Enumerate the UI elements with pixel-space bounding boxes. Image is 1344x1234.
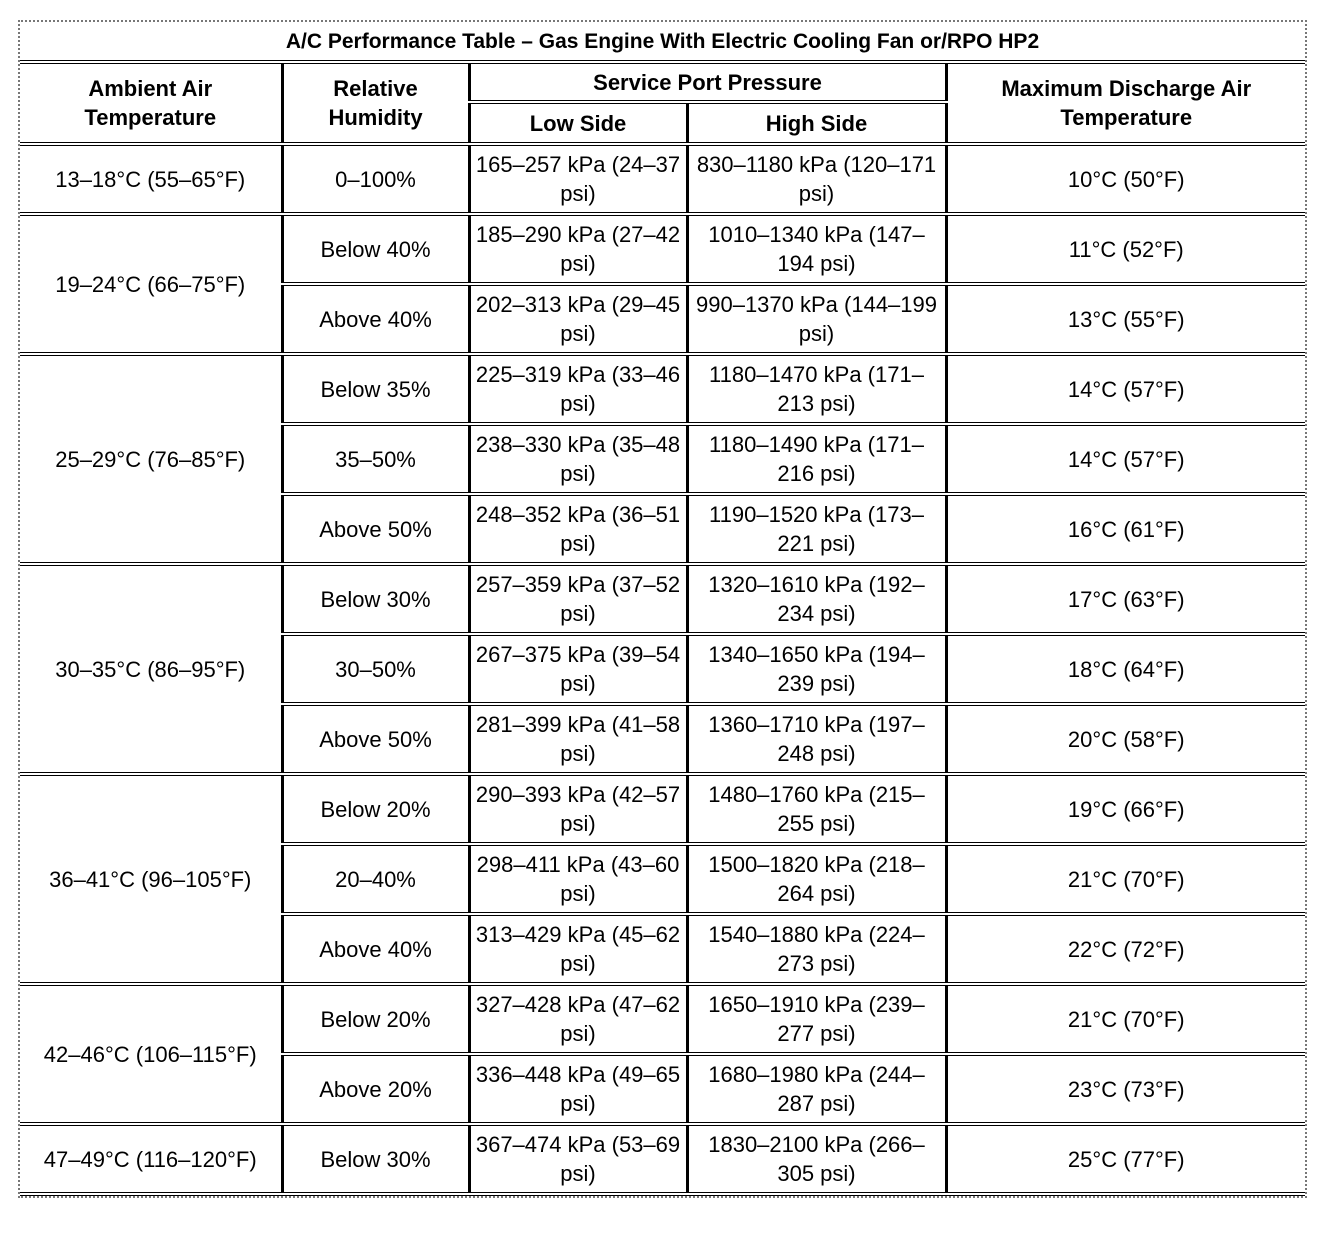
humidity-cell: Below 30% — [280, 1122, 471, 1196]
max-discharge-cell: 18°C (64°F) — [944, 632, 1305, 706]
low-side-cell: 327–428 kPa (47–62 psi) — [467, 982, 689, 1056]
low-side-cell: 336–448 kPa (49–65 psi) — [467, 1052, 689, 1126]
header-max-discharge: Maximum Discharge Air Temperature — [944, 60, 1305, 146]
max-discharge-cell: 11°C (52°F) — [944, 212, 1305, 286]
low-side-cell: 225–319 kPa (33–46 psi) — [467, 352, 689, 426]
high-side-cell: 1500–1820 kPa (218–264 psi) — [685, 842, 948, 916]
low-side-cell: 281–399 kPa (41–58 psi) — [467, 702, 689, 776]
max-discharge-cell: 10°C (50°F) — [944, 142, 1305, 216]
table-row: 19–24°C (66–75°F) Below 40% 185–290 kPa (2… — [20, 212, 1305, 356]
low-side-cell: 298–411 kPa (43–60 psi) — [467, 842, 689, 916]
max-discharge-cell: 14°C (57°F) — [944, 352, 1305, 426]
high-side-cell: 990–1370 kPa (144–199 psi) — [685, 282, 948, 356]
max-discharge-cell: 16°C (61°F) — [944, 492, 1305, 566]
humidity-cell: Above 50% — [282, 492, 471, 566]
humidity-cell: 30–50% — [282, 632, 471, 706]
high-side-cell: 1650–1910 kPa (239–277 psi) — [685, 982, 948, 1056]
header-service-port: Service Port Pressure — [467, 60, 948, 104]
table-row: Above 40% 202–313 kPa (29–45 psi) 990–1370… — [20, 282, 1305, 356]
header-humidity: Relative Humidity — [280, 60, 471, 146]
table-row: 30–50% 267–375 kPa (39–54 psi) 1340–1650 k… — [20, 632, 1305, 706]
low-side-cell: 185–290 kPa (27–42 psi) — [467, 212, 689, 286]
table-row: Above 20% 336–448 kPa (49–65 psi) 1680–198… — [20, 1052, 1305, 1126]
high-side-cell: 1480–1760 kPa (215–255 psi) — [685, 772, 948, 846]
table-title: A/C Performance Table – Gas Engine With … — [20, 22, 1305, 64]
ambient-temp-cell: 36–41°C (96–105°F) — [20, 772, 284, 986]
high-side-cell: 1360–1710 kPa (197–248 psi) — [685, 702, 948, 776]
ambient-temp-cell: 42–46°C (106–115°F) — [20, 982, 284, 1126]
humidity-cell: Above 20% — [282, 1052, 471, 1126]
ambient-temp-cell: 25–29°C (76–85°F) — [20, 352, 284, 566]
humidity-cell: Below 30% — [280, 562, 471, 636]
low-side-cell: 165–257 kPa (24–37 psi) — [467, 142, 689, 216]
ambient-temp-cell: 47–49°C (116–120°F) — [20, 1122, 284, 1196]
table-row: 36–41°C (96–105°F) Below 20% 290–393 kPa (… — [20, 772, 1305, 986]
humidity-cell: Below 20% — [280, 982, 471, 1056]
humidity-cell: 35–50% — [282, 422, 471, 496]
humidity-cell: Below 35% — [280, 352, 471, 426]
low-side-cell: 202–313 kPa (29–45 psi) — [467, 282, 689, 356]
low-side-cell: 248–352 kPa (36–51 psi) — [467, 492, 689, 566]
max-discharge-cell: 23°C (73°F) — [944, 1052, 1305, 1126]
table-row: Above 50% 281–399 kPa (41–58 psi) 1360–171… — [20, 702, 1305, 776]
high-side-cell: 830–1180 kPa (120–171 psi) — [685, 142, 948, 216]
low-side-cell: 367–474 kPa (53–69 psi) — [467, 1122, 689, 1196]
high-side-cell: 1680–1980 kPa (244–287 psi) — [685, 1052, 948, 1126]
low-side-cell: 257–359 kPa (37–52 psi) — [467, 562, 689, 636]
table-body: 13–18°C (55–65°F) 0–100% 165–257 kPa (24–3… — [20, 142, 1305, 1196]
humidity-cell: Below 20% — [280, 772, 471, 846]
table-row: 20–40% 298–411 kPa (43–60 psi) 1500–1820 k… — [20, 842, 1305, 916]
humidity-cell: Above 40% — [282, 912, 471, 986]
high-side-cell: 1010–1340 kPa (147–194 psi) — [685, 212, 948, 286]
high-side-cell: 1830–2100 kPa (266–305 psi) — [685, 1122, 948, 1196]
table-row: 30–35°C (86–95°F) Below 30% 257–359 kPa (3… — [20, 562, 1305, 776]
ambient-temp-cell: 30–35°C (86–95°F) — [20, 562, 284, 776]
max-discharge-cell: 20°C (58°F) — [944, 702, 1305, 776]
max-discharge-cell: 14°C (57°F) — [944, 422, 1305, 496]
max-discharge-cell: 25°C (77°F) — [944, 1122, 1305, 1196]
table-row: 42–46°C (106–115°F) Below 20% 327–428 kPa … — [20, 982, 1305, 1126]
humidity-cell: 0–100% — [280, 142, 471, 216]
high-side-cell: 1540–1880 kPa (224–273 psi) — [685, 912, 948, 986]
humidity-cell: 20–40% — [282, 842, 471, 916]
max-discharge-cell: 22°C (72°F) — [944, 912, 1305, 986]
table-row: 25–29°C (76–85°F) Below 35% 225–319 kPa (3… — [20, 352, 1305, 566]
table-row: Above 40% 313–429 kPa (45–62 psi) 1540–188… — [20, 912, 1305, 986]
high-side-cell: 1320–1610 kPa (192–234 psi) — [685, 562, 948, 636]
humidity-cell: Above 40% — [282, 282, 471, 356]
table-row: 13–18°C (55–65°F) 0–100% 165–257 kPa (24–3… — [20, 142, 1305, 216]
high-side-cell: 1180–1470 kPa (171–213 psi) — [685, 352, 948, 426]
low-side-cell: 290–393 kPa (42–57 psi) — [467, 772, 689, 846]
max-discharge-cell: 13°C (55°F) — [944, 282, 1305, 356]
ambient-temp-cell: 19–24°C (66–75°F) — [20, 212, 284, 356]
table-row: 47–49°C (116–120°F) Below 30% 367–474 kPa … — [20, 1122, 1305, 1196]
max-discharge-cell: 21°C (70°F) — [944, 982, 1305, 1056]
humidity-cell: Below 40% — [280, 212, 471, 286]
table-row: Above 50% 248–352 kPa (36–51 psi) 1190–152… — [20, 492, 1305, 566]
humidity-cell: Above 50% — [282, 702, 471, 776]
max-discharge-cell: 19°C (66°F) — [944, 772, 1305, 846]
low-side-cell: 238–330 kPa (35–48 psi) — [467, 422, 689, 496]
max-discharge-cell: 17°C (63°F) — [944, 562, 1305, 636]
ambient-temp-cell: 13–18°C (55–65°F) — [20, 142, 284, 216]
max-discharge-cell: 21°C (70°F) — [944, 842, 1305, 916]
header-high-side: High Side — [685, 100, 946, 146]
header-ambient: Ambient Air Temperature — [20, 60, 284, 146]
low-side-cell: 267–375 kPa (39–54 psi) — [467, 632, 689, 706]
high-side-cell: 1180–1490 kPa (171–216 psi) — [685, 422, 948, 496]
low-side-cell: 313–429 kPa (45–62 psi) — [467, 912, 689, 986]
high-side-cell: 1340–1650 kPa (194–239 psi) — [685, 632, 948, 706]
table-row: 35–50% 238–330 kPa (35–48 psi) 1180–1490 k… — [20, 422, 1305, 496]
high-side-cell: 1190–1520 kPa (173–221 psi) — [685, 492, 948, 566]
header-low-side: Low Side — [469, 100, 689, 146]
ac-performance-table: A/C Performance Table – Gas Engine With … — [18, 20, 1307, 1198]
